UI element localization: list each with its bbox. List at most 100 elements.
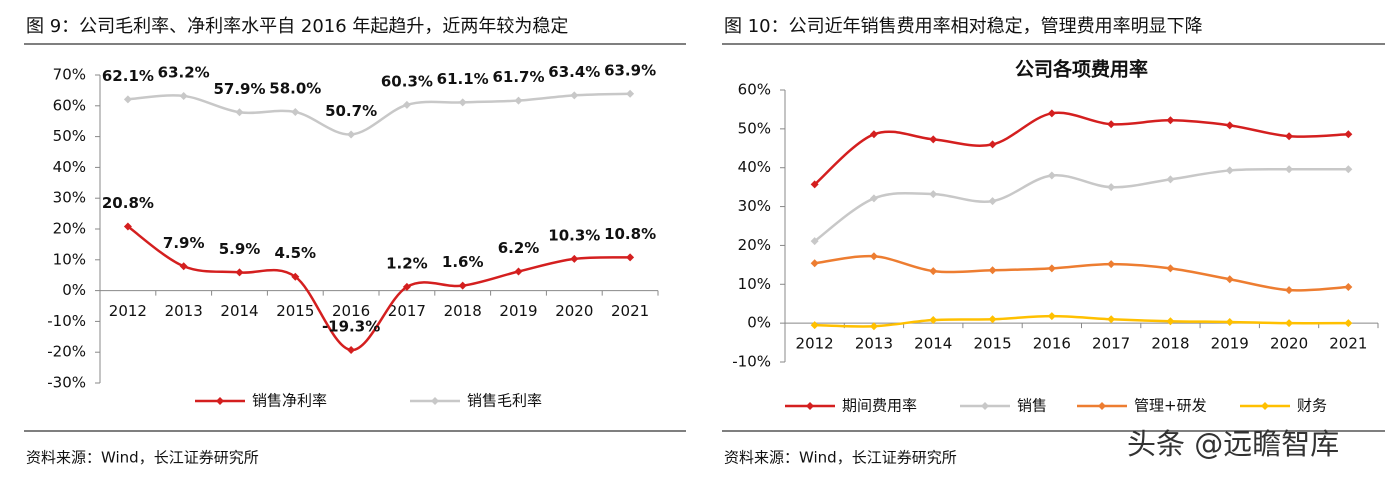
data-label: 1.2% (386, 254, 428, 272)
legend-marker (1098, 402, 1106, 410)
source: 资料来源：Wind，长江证券研究所 (26, 449, 259, 467)
caption: 图 10：公司近年销售费用率相对稳定，管理费用率明显下降 (724, 16, 1203, 37)
x-tick-label: 2017 (1092, 335, 1130, 353)
series-line (813, 167, 1349, 243)
data-label: 1.6% (442, 253, 484, 271)
legend-marker (431, 397, 439, 405)
marker (1344, 130, 1353, 139)
marker (514, 267, 523, 276)
marker (402, 282, 411, 291)
marker (1285, 319, 1294, 328)
marker (929, 267, 938, 276)
x-tick-label: 2020 (1270, 335, 1308, 353)
x-tick-label: 2019 (1211, 335, 1249, 353)
marker (869, 194, 878, 203)
marker (1225, 121, 1234, 130)
y-tick-label: -10% (47, 312, 86, 330)
y-tick-label: 30% (53, 189, 86, 207)
y-tick-label: 40% (53, 158, 86, 176)
data-label: 60.3% (381, 72, 433, 90)
marker (869, 130, 878, 139)
marker (347, 130, 356, 139)
x-tick-label: 2017 (388, 302, 426, 320)
marker (1166, 317, 1175, 326)
data-label: 63.2% (158, 63, 210, 81)
legend-marker (981, 402, 989, 410)
x-tick-label: 2012 (796, 335, 834, 353)
marker (235, 108, 244, 117)
marker (988, 266, 997, 275)
data-label: 10.8% (604, 225, 656, 243)
data-label: 10.3% (548, 226, 600, 244)
x-tick-label: 2019 (499, 302, 537, 320)
marker (458, 281, 467, 290)
data-label: 58.0% (269, 79, 321, 97)
x-tick-label: 2013 (165, 302, 203, 320)
marker (179, 262, 188, 271)
legend-label: 管理+研发 (1134, 397, 1207, 415)
marker (1166, 116, 1175, 125)
marker (810, 259, 819, 268)
legend-marker (806, 402, 814, 410)
marker (929, 316, 938, 325)
y-tick-label: -30% (47, 374, 86, 392)
legend-marker (1261, 402, 1269, 410)
legend-marker (216, 397, 224, 405)
data-label: 61.7% (492, 68, 544, 86)
marker (1225, 275, 1234, 284)
marker (810, 180, 819, 189)
legend-label: 销售净利率 (252, 392, 327, 410)
marker (929, 190, 938, 199)
marker (1225, 166, 1234, 175)
marker (291, 107, 300, 116)
marker (1107, 183, 1116, 192)
data-label: 57.9% (213, 80, 265, 98)
marker (1047, 171, 1056, 180)
y-tick-label: 60% (738, 81, 771, 99)
data-label: 62.1% (102, 67, 154, 85)
y-tick-label: -20% (47, 343, 86, 361)
series-line (814, 254, 1349, 292)
y-tick-label: 20% (738, 236, 771, 254)
marker (1285, 165, 1294, 174)
series-line (127, 225, 631, 352)
data-label: 6.2% (498, 239, 540, 257)
marker (810, 321, 819, 330)
y-tick-label: 40% (738, 158, 771, 176)
marker (514, 96, 523, 105)
marker (123, 222, 132, 231)
x-tick-label: 2018 (444, 302, 482, 320)
x-tick-label: 2021 (1329, 335, 1367, 353)
y-tick-label: 70% (53, 66, 86, 84)
x-tick-label: 2014 (914, 335, 952, 353)
y-tick-label: -10% (732, 353, 771, 371)
marker (123, 95, 132, 104)
marker (1047, 109, 1056, 118)
marker (1047, 264, 1056, 273)
marker (988, 140, 997, 149)
marker (1285, 132, 1294, 141)
marker (1344, 165, 1353, 174)
series-line (814, 314, 1349, 328)
caption: 图 9：公司毛利率、净利率水平自 2016 年起趋升，近两年较为稳定 (26, 16, 568, 37)
x-tick-label: 2012 (109, 302, 147, 320)
watermark: 头条 @远瞻智库 (1127, 427, 1339, 461)
x-tick-label: 2021 (611, 302, 649, 320)
marker (1285, 286, 1294, 295)
marker (402, 100, 411, 109)
marker (869, 322, 878, 331)
marker (626, 253, 635, 262)
legend-label: 期间费用率 (842, 397, 917, 415)
y-tick-label: 0% (62, 281, 86, 299)
marker (570, 91, 579, 100)
marker (1225, 317, 1234, 326)
source: 资料来源：Wind，长江证券研究所 (724, 449, 957, 467)
marker (626, 89, 635, 98)
y-tick-label: 50% (53, 127, 86, 145)
x-tick-label: 2018 (1151, 335, 1189, 353)
marker (1166, 175, 1175, 184)
data-label: 63.9% (604, 61, 656, 79)
series-line (127, 92, 631, 136)
marker (1107, 315, 1116, 324)
